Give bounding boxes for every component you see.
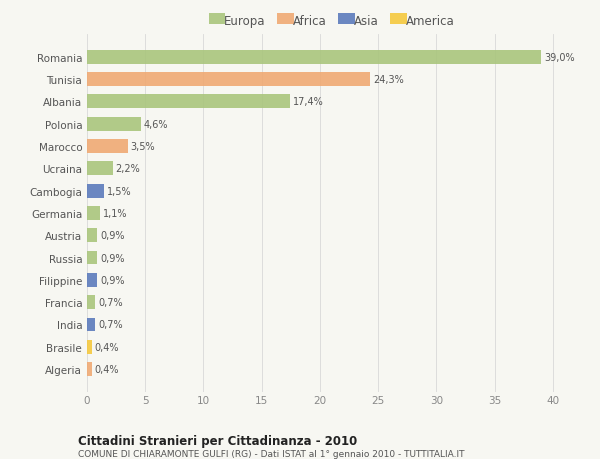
Text: 0,9%: 0,9% bbox=[100, 231, 125, 241]
Text: 17,4%: 17,4% bbox=[292, 97, 323, 107]
Text: 1,1%: 1,1% bbox=[103, 208, 127, 218]
Legend: Europa, Africa, Asia, America: Europa, Africa, Asia, America bbox=[204, 10, 459, 32]
Text: 0,4%: 0,4% bbox=[95, 342, 119, 352]
Bar bbox=[87, 296, 95, 309]
Bar bbox=[87, 318, 95, 332]
Bar bbox=[87, 162, 113, 176]
Bar bbox=[87, 229, 97, 243]
Bar bbox=[87, 73, 370, 87]
Text: 0,9%: 0,9% bbox=[100, 253, 125, 263]
Text: 0,4%: 0,4% bbox=[95, 364, 119, 374]
Bar bbox=[87, 340, 92, 354]
Text: 2,2%: 2,2% bbox=[116, 164, 140, 174]
Text: COMUNE DI CHIARAMONTE GULFI (RG) - Dati ISTAT al 1° gennaio 2010 - TUTTITALIA.IT: COMUNE DI CHIARAMONTE GULFI (RG) - Dati … bbox=[78, 449, 464, 458]
Bar bbox=[87, 362, 92, 376]
Bar bbox=[87, 273, 97, 287]
Bar bbox=[87, 184, 104, 198]
Text: 24,3%: 24,3% bbox=[373, 75, 404, 85]
Bar bbox=[87, 251, 97, 265]
Text: 39,0%: 39,0% bbox=[544, 53, 575, 62]
Text: 0,7%: 0,7% bbox=[98, 297, 122, 308]
Bar bbox=[87, 207, 100, 220]
Bar bbox=[87, 118, 140, 131]
Text: 3,5%: 3,5% bbox=[131, 142, 155, 151]
Text: 4,6%: 4,6% bbox=[143, 119, 168, 129]
Bar bbox=[87, 95, 290, 109]
Bar bbox=[87, 50, 541, 65]
Text: 0,7%: 0,7% bbox=[98, 320, 122, 330]
Text: 1,5%: 1,5% bbox=[107, 186, 132, 196]
Text: Cittadini Stranieri per Cittadinanza - 2010: Cittadini Stranieri per Cittadinanza - 2… bbox=[78, 434, 357, 447]
Bar bbox=[87, 140, 128, 154]
Text: 0,9%: 0,9% bbox=[100, 275, 125, 285]
